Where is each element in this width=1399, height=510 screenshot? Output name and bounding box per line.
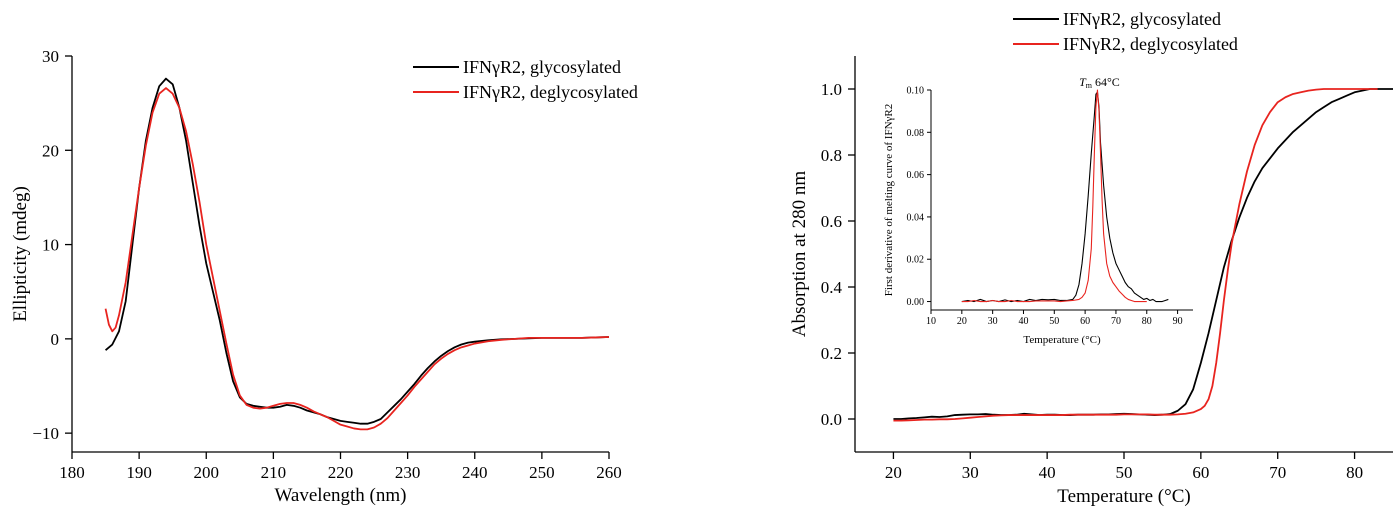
y-tick-label: 0.6 [821, 212, 842, 231]
y-tick-label: 0.08 [907, 128, 925, 139]
y-tick-label: 0.2 [821, 344, 842, 363]
tm-subscript: m [1086, 81, 1093, 90]
x-tick-label: 200 [194, 463, 220, 482]
y-tick-label: 0.02 [907, 255, 925, 266]
x-tick-label: 180 [59, 463, 85, 482]
x-tick-label: 60 [1080, 316, 1090, 327]
legend-label-deglycosylated: IFNγR2, deglycosylated [463, 82, 638, 102]
x-tick-label: 240 [462, 463, 488, 482]
y-tick-label: 0.00 [907, 297, 925, 308]
x-tick-label: 50 [1049, 316, 1059, 327]
series-line-deglycosylated [104, 87, 610, 431]
x-axis-title: Wavelength (nm) [275, 485, 407, 506]
y-axis-title: Ellipticity (mdeg) [10, 186, 31, 322]
x-tick-label: 220 [328, 463, 354, 482]
series-line-glycosylated [961, 91, 1169, 303]
tm-value: 64°C [1092, 75, 1120, 89]
legend-label-deglycosylated: IFNγR2, deglycosylated [1063, 34, 1238, 54]
x-tick-label: 210 [261, 463, 287, 482]
x-tick-label: 40 [1018, 316, 1028, 327]
tm-symbol: T [1079, 75, 1087, 89]
y-tick-label: 0.0 [821, 410, 842, 429]
x-tick-label: 30 [962, 463, 979, 482]
y-axis-title: First derivative of melting curve of IFN… [883, 104, 895, 296]
y-tick-label: 0 [51, 330, 60, 349]
x-tick-label: 50 [1116, 463, 1133, 482]
x-tick-label: 260 [596, 463, 622, 482]
cd-spectrum-panel: 180 190 200 210 220 230 240 250 260 −10 0 10 20 30 Wav… [10, 47, 638, 506]
x-tick-label: 60 [1192, 463, 1209, 482]
x-tick-label: 250 [529, 463, 555, 482]
series-line-glycosylated [104, 77, 610, 425]
y-tick-label: 30 [42, 47, 59, 66]
x-tick-label: 190 [126, 463, 152, 482]
x-tick-label: 20 [885, 463, 902, 482]
series-line-deglycosylated [961, 89, 1147, 303]
x-tick-label: 30 [988, 316, 998, 327]
legend-label-glycosylated: IFNγR2, glycosylated [1063, 9, 1221, 29]
y-tick-label: 0.04 [907, 212, 925, 223]
x-tick-label: 80 [1142, 316, 1152, 327]
y-tick-label: −10 [32, 424, 59, 443]
legend-label-glycosylated: IFNγR2, glycosylated [463, 57, 621, 77]
x-tick-label: 70 [1111, 316, 1121, 327]
x-tick-label: 20 [957, 316, 967, 327]
series-line-deglycosylated [893, 88, 1378, 422]
y-tick-label: 0.10 [907, 86, 925, 97]
x-axis-title: Temperature (°C) [1057, 486, 1190, 507]
derivative-inset-panel: 10 20 30 40 50 60 70 80 90 0.00 0.02 0.04 0.06 0.08 0.… [883, 75, 1193, 346]
y-tick-label: 0.4 [821, 278, 843, 297]
x-tick-label: 40 [1039, 463, 1056, 482]
x-tick-label: 80 [1346, 463, 1363, 482]
x-tick-label: 10 [926, 316, 936, 327]
x-tick-label: 90 [1173, 316, 1183, 327]
tm-annotation: Tm 64°C [1079, 75, 1120, 90]
y-tick-label: 10 [42, 236, 59, 255]
y-tick-label: 0.8 [821, 146, 842, 165]
y-tick-label: 20 [42, 141, 59, 160]
y-axis-title: Absorption at 280 nm [789, 171, 810, 337]
x-tick-label: 230 [395, 463, 421, 482]
x-axis-title: Temperature (°C) [1023, 334, 1101, 346]
y-tick-label: 1.0 [821, 80, 842, 99]
x-tick-label: 70 [1269, 463, 1286, 482]
y-tick-label: 0.06 [907, 170, 925, 181]
series-line-glycosylated [893, 88, 1393, 420]
melting-curve-panel: 20 30 40 50 60 70 80 0.0 0.2 0.4 0.6 0.8 1.0 Temperat… [789, 9, 1393, 507]
